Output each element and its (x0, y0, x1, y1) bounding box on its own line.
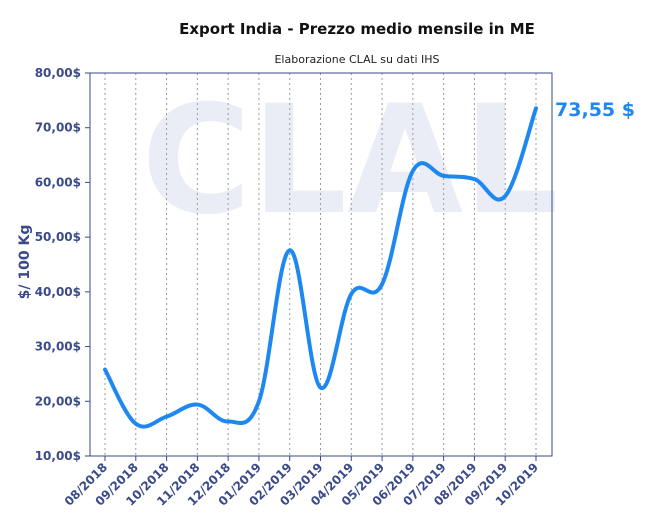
watermark-logo: CLAL (141, 74, 558, 248)
y-tick-label: 20,00$ (35, 394, 81, 408)
y-tick-label: 50,00$ (35, 230, 81, 244)
y-tick-label: 70,00$ (35, 121, 81, 135)
y-tick-label: 80,00$ (35, 66, 81, 80)
y-tick-label: 40,00$ (35, 285, 81, 299)
y-tick-label: 60,00$ (35, 175, 81, 189)
y-axis-label: $/ 100 Kg (17, 225, 33, 300)
x-axis-ticks: 08/201809/201810/201811/201812/201801/20… (62, 456, 541, 509)
series-line (103, 106, 538, 429)
chart-title: Export India - Prezzo medio mensile in M… (179, 20, 535, 38)
y-tick-label: 10,00$ (35, 449, 81, 463)
last-value-label: 73,55 $ (555, 99, 635, 121)
plot-frame (89, 72, 553, 457)
y-axis-ticks: 10,00$ 20,00$ 30,00$ 40,00$ 50,00$ 60,00$ 70,0… (35, 66, 90, 463)
chart-subtitle: Elaborazione CLAL su dati IHS (274, 53, 439, 66)
y-tick-label: 30,00$ (35, 340, 81, 354)
grid-lines (104, 73, 537, 456)
